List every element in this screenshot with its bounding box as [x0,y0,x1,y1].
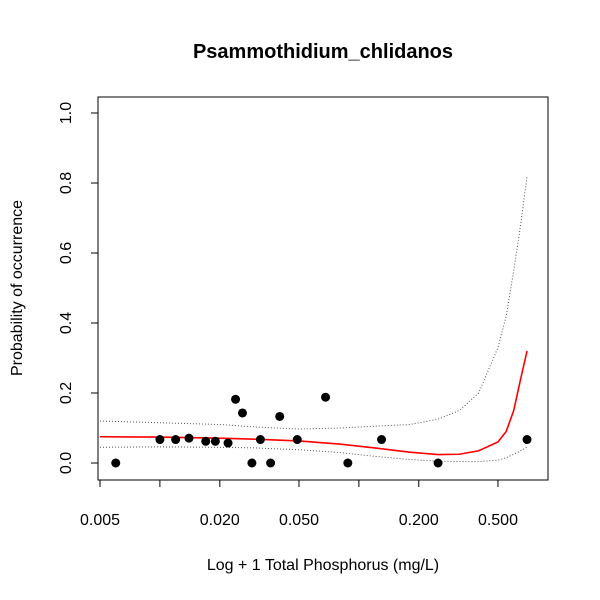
fit-curve [99,350,528,456]
data-point [377,435,387,445]
y-tick-label: 0.8 [58,172,75,194]
data-point [343,458,353,468]
y-axis-label: Probability of occurrence [9,200,26,376]
data-point [255,435,265,445]
data-point [171,435,181,445]
data-point [522,435,532,445]
data-point [433,458,443,468]
y-tick-label: 1.0 [58,102,75,124]
x-axis: 0.005 0.020 0.050 0.200 0.500 [80,479,533,529]
data-point [275,411,285,421]
data-point [210,436,220,446]
data-point [266,458,276,468]
x-tick-label: 0.005 [80,512,120,529]
x-tick-label: 0.050 [279,512,319,529]
chart-title: Psammothidium_chlidanos [193,41,453,63]
x-tick-label: 0.200 [399,512,439,529]
x-tick-label: 0.500 [478,512,518,529]
x-axis-label: Log + 1 Total Phosphorus (mg/L) [207,557,439,574]
data-point [237,408,247,418]
data-point [292,435,302,445]
data-point [231,394,241,404]
y-tick-label: 0.0 [58,452,75,474]
ci-upper-line [99,175,528,430]
y-tick-label: 0.4 [58,312,75,334]
fit-curve-layer [99,350,528,456]
data-point [247,458,257,468]
plot-frame [97,96,549,481]
x-tick-label: 0.020 [200,512,240,529]
data-point [155,435,165,445]
data-point [184,433,194,443]
y-axis: 0.0 0.2 0.4 0.6 0.8 1.0 [58,102,99,474]
confidence-band [99,175,528,463]
data-point [201,436,211,446]
data-point [111,458,121,468]
y-tick-label: 0.6 [58,242,75,264]
y-tick-label: 0.2 [58,382,75,404]
data-point [321,392,331,402]
ci-lower-line [99,446,528,463]
data-point [223,438,233,448]
data-points [111,392,532,468]
